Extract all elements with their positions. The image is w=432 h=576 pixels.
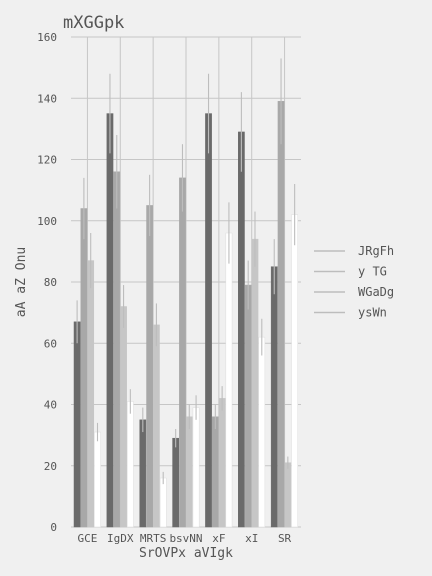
bar — [185, 416, 193, 528]
bar — [87, 260, 95, 528]
x-tick-label: bsvNN — [169, 532, 202, 545]
bar — [192, 407, 200, 528]
bar — [291, 214, 298, 528]
y-tick-label: 40 — [44, 399, 57, 412]
bar — [225, 232, 233, 528]
bar — [218, 398, 226, 528]
y-tick-label: 100 — [37, 215, 57, 228]
bar — [113, 171, 121, 528]
bar — [159, 477, 167, 528]
bar — [251, 238, 259, 528]
bar — [179, 177, 186, 528]
bar — [205, 113, 212, 528]
legend-label: WGaDg — [358, 285, 394, 299]
y-tick-label: 140 — [37, 92, 57, 105]
bar — [211, 416, 219, 528]
legend-label: ysWn — [358, 306, 387, 320]
legend-label: y TG — [358, 265, 387, 279]
y-tick-label: 20 — [44, 460, 57, 473]
bar — [238, 131, 245, 528]
bar — [258, 336, 266, 528]
x-tick-label: GCE — [77, 532, 97, 545]
bar — [73, 321, 81, 528]
bar — [172, 437, 180, 528]
x-tick-label: MRTS — [140, 532, 167, 545]
chart-title: mXGGpk — [63, 13, 124, 33]
x-tick-label: SR — [278, 532, 292, 545]
bar — [106, 113, 114, 528]
x-tick-label: xI — [245, 532, 258, 545]
bar — [127, 401, 134, 528]
bar — [146, 205, 153, 528]
y-axis-ticks: 0 20 40 60 80 100 120 140 160 — [37, 31, 57, 534]
bars — [73, 101, 298, 528]
legend: JRgFh y TG WGaDg ysWn — [314, 244, 394, 320]
bar — [94, 431, 101, 528]
x-tick-label: IgDX — [107, 532, 134, 545]
bar — [153, 324, 160, 528]
y-tick-label: 120 — [37, 154, 57, 167]
bar — [277, 101, 285, 528]
bar — [80, 208, 88, 528]
y-tick-label: 0 — [50, 521, 57, 534]
bar — [120, 306, 127, 528]
bar — [270, 266, 278, 528]
y-tick-label: 80 — [44, 276, 57, 289]
y-tick-label: 160 — [37, 31, 57, 44]
y-axis-label: aA aZ Onu — [14, 247, 29, 317]
x-tick-label: xF — [212, 532, 225, 545]
bar — [284, 462, 292, 528]
bar — [139, 419, 147, 528]
x-axis-label: SrOVPx aVIgk — [139, 546, 233, 561]
x-axis-ticks: GCE IgDX MRTS bsvNN xF xI SR — [77, 532, 291, 545]
bar — [244, 284, 252, 528]
y-tick-label: 60 — [44, 337, 57, 350]
legend-label: JRgFh — [358, 244, 394, 258]
error-bars — [76, 58, 296, 485]
